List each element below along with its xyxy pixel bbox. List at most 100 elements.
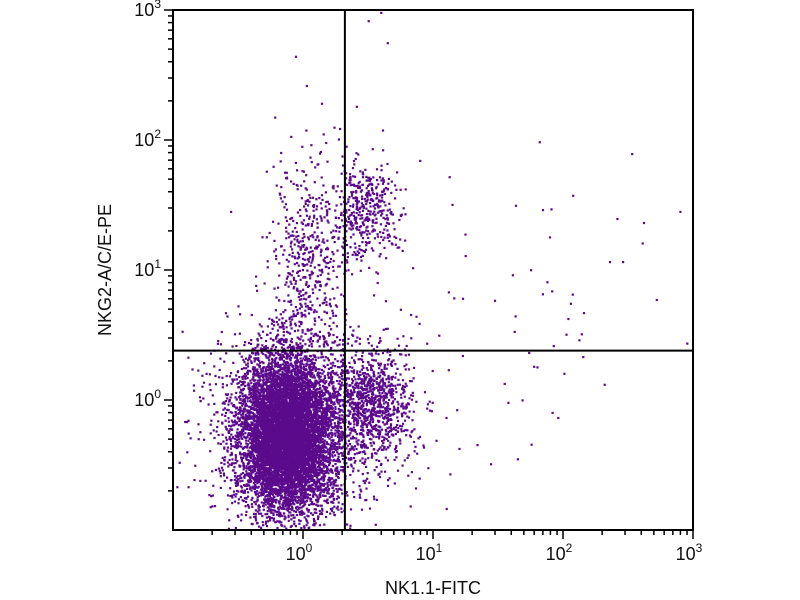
- event-point: [257, 381, 260, 384]
- event-point: [294, 492, 297, 496]
- event-point: [284, 486, 287, 489]
- event-point: [257, 357, 260, 360]
- event-point: [246, 495, 250, 498]
- event-point: [299, 367, 303, 370]
- event-point: [312, 492, 315, 495]
- event-point: [237, 515, 240, 518]
- event-point: [280, 454, 283, 457]
- event-point: [261, 490, 264, 493]
- event-point: [322, 428, 325, 431]
- event-point: [315, 426, 318, 429]
- event-point: [275, 417, 279, 420]
- event-point: [301, 485, 304, 488]
- event-point: [302, 357, 305, 360]
- event-point: [249, 452, 253, 455]
- event-point: [281, 507, 284, 510]
- event-point: [255, 476, 258, 479]
- event-point: [260, 440, 263, 443]
- event-point: [295, 376, 298, 380]
- event-point: [228, 375, 232, 378]
- event-point: [238, 412, 241, 415]
- event-point: [318, 448, 321, 451]
- event-point: [268, 359, 271, 362]
- event-point: [323, 394, 326, 397]
- event-point: [256, 379, 260, 382]
- event-point: [284, 516, 287, 519]
- event-point: [257, 353, 260, 356]
- event-point: [296, 496, 300, 499]
- event-point: [254, 473, 257, 476]
- event-point: [286, 483, 289, 486]
- event-point: [236, 442, 239, 445]
- event-point: [309, 410, 313, 413]
- event-point: [260, 351, 263, 354]
- event-point: [309, 499, 312, 502]
- event-point: [339, 421, 342, 425]
- event-point: [237, 490, 240, 493]
- event-point: [318, 392, 322, 395]
- event-point: [315, 474, 318, 477]
- event-point: [313, 392, 317, 395]
- event-point: [277, 375, 280, 378]
- event-point: [241, 375, 244, 379]
- event-point: [327, 472, 330, 475]
- event-point: [337, 422, 340, 425]
- event-point: [220, 466, 224, 469]
- event-point: [323, 397, 326, 400]
- event-point: [295, 500, 299, 503]
- event-point: [281, 404, 284, 407]
- event-point: [241, 472, 244, 475]
- event-point: [289, 347, 293, 351]
- event-point: [262, 422, 266, 425]
- event-point: [289, 351, 292, 354]
- event-point: [321, 372, 324, 375]
- event-point: [276, 397, 279, 401]
- event-point: [253, 470, 257, 473]
- event-point: [233, 405, 236, 408]
- event-point: [368, 481, 371, 484]
- event-point: [287, 514, 290, 517]
- event-point: [332, 385, 335, 388]
- event-point: [304, 343, 307, 346]
- event-point: [320, 504, 323, 507]
- event-point: [277, 490, 280, 493]
- event-point: [289, 508, 292, 511]
- event-point: [249, 459, 253, 462]
- event-point: [313, 502, 316, 506]
- event-point: [262, 424, 265, 427]
- event-point: [282, 327, 285, 331]
- event-point: [252, 453, 255, 456]
- event-point: [244, 453, 247, 456]
- event-point: [324, 494, 327, 497]
- event-point: [304, 503, 307, 506]
- event-point: [274, 390, 277, 393]
- event-point: [295, 513, 298, 517]
- event-point: [293, 520, 296, 523]
- event-point: [230, 463, 233, 467]
- event-point: [336, 395, 339, 398]
- event-point: [331, 410, 334, 413]
- event-point: [245, 483, 248, 486]
- event-point: [251, 496, 254, 499]
- event-point: [272, 408, 275, 411]
- event-point: [233, 475, 237, 478]
- event-point: [233, 446, 237, 449]
- event-point: [270, 322, 273, 325]
- event-point: [275, 498, 278, 501]
- event-point: [305, 362, 308, 366]
- event-point: [245, 465, 248, 468]
- event-point: [235, 493, 238, 496]
- event-point: [265, 516, 268, 519]
- event-point: [268, 482, 271, 485]
- event-point: [319, 372, 322, 375]
- event-point: [278, 318, 281, 321]
- event-point: [235, 476, 238, 479]
- event-point: [305, 507, 309, 510]
- event-point: [267, 491, 271, 494]
- event-point: [240, 445, 243, 448]
- event-point: [234, 413, 238, 416]
- event-point: [319, 484, 322, 487]
- event-point: [244, 432, 247, 435]
- event-point: [319, 387, 322, 390]
- event-point: [339, 404, 342, 407]
